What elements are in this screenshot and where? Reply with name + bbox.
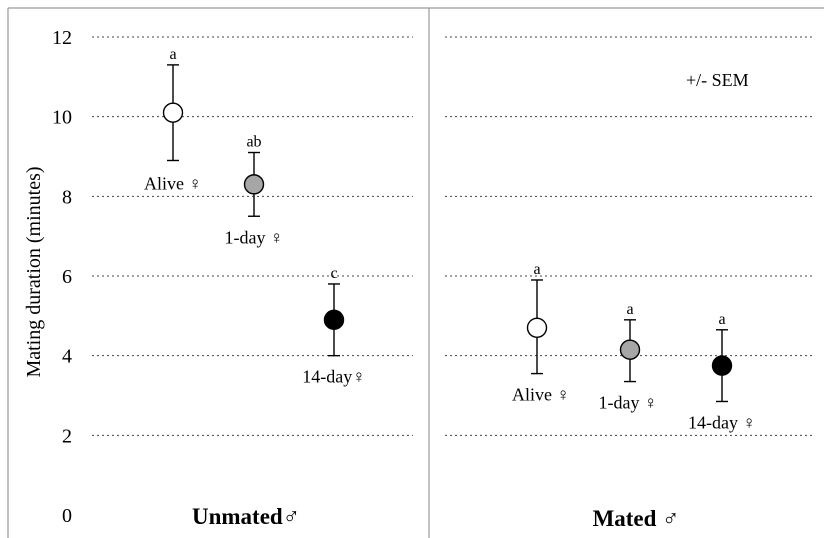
y-axis-label: Mating duration (minutes) [23, 166, 45, 377]
y-tick-label: 10 [52, 107, 72, 129]
point-label: 1-day ♀ [225, 227, 284, 247]
chart-frame [7, 7, 824, 538]
significance-letter: ab [246, 134, 261, 151]
significance-letter: a [718, 311, 725, 328]
significance-letter: a [533, 261, 540, 278]
data-point-group: a Alive ♀ [144, 46, 202, 194]
mean-marker [323, 309, 345, 331]
significance-letter: c [330, 265, 337, 282]
mean-marker [526, 317, 548, 338]
point-label: Alive ♀ [144, 173, 202, 193]
mean-marker [619, 339, 641, 360]
y-axis-ticks: 0 2 4 6 8 10 12 [52, 27, 72, 527]
significance-letter: a [169, 46, 176, 63]
group-labels: Unmated♂ Mated ♂ [192, 504, 679, 531]
y-tick-label: 6 [62, 266, 72, 288]
point-label: 1-day ♀ [599, 393, 658, 413]
group-label: Mated ♂ [593, 506, 680, 531]
y-tick-label: 4 [62, 346, 72, 368]
data-point-group: a Alive ♀ [512, 261, 570, 405]
gridlines [92, 36, 812, 436]
y-tick-label: 2 [62, 425, 72, 447]
mean-marker [243, 174, 265, 195]
data-point-group: ab 1-day ♀ [225, 134, 284, 248]
y-tick-label: 12 [52, 27, 72, 49]
mean-marker [162, 102, 184, 123]
y-tick-label: 8 [62, 186, 72, 208]
point-label: 14-day ♀ [688, 412, 756, 432]
data-point-group: a 14-day ♀ [688, 311, 756, 433]
y-tick-label: 0 [62, 505, 72, 527]
point-label: 14-day♀ [302, 367, 365, 387]
data-points: a Alive ♀ ab 1-day ♀ c 14-day♀ a Alive ♀ a 1-day … [144, 46, 756, 433]
mean-marker [711, 355, 733, 376]
significance-letter: a [626, 301, 633, 318]
sem-annotation: +/- SEM [686, 70, 749, 90]
group-label: Unmated♂ [192, 504, 300, 529]
data-point-group: c 14-day♀ [302, 265, 365, 387]
point-label: Alive ♀ [512, 385, 570, 405]
data-point-group: a 1-day ♀ [599, 301, 658, 413]
